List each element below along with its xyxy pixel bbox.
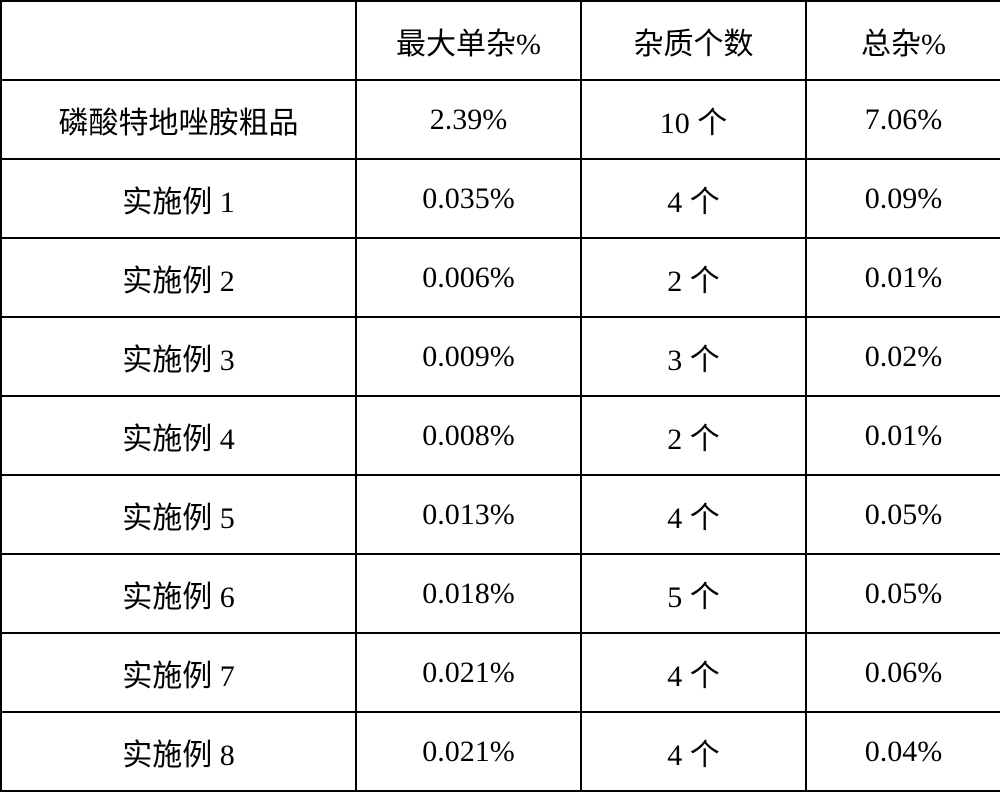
- cell-max-single: 0.013%: [356, 475, 581, 554]
- table-row: 实施例 7 0.021% 4 个 0.06%: [1, 633, 1000, 712]
- cell-impurity-count: 4 个: [581, 633, 806, 712]
- cell-total: 0.05%: [806, 475, 1000, 554]
- cell-label: 实施例 2: [1, 238, 356, 317]
- cell-label: 实施例 4: [1, 396, 356, 475]
- table-row: 实施例 2 0.006% 2 个 0.01%: [1, 238, 1000, 317]
- cell-total: 0.06%: [806, 633, 1000, 712]
- table-row: 实施例 4 0.008% 2 个 0.01%: [1, 396, 1000, 475]
- table-row: 实施例 1 0.035% 4 个 0.09%: [1, 159, 1000, 238]
- cell-label: 实施例 3: [1, 317, 356, 396]
- cell-impurity-count: 10 个: [581, 80, 806, 159]
- cell-max-single: 0.008%: [356, 396, 581, 475]
- table-row: 实施例 3 0.009% 3 个 0.02%: [1, 317, 1000, 396]
- table-container: 最大单杂% 杂质个数 总杂% 磷酸特地唑胺粗品 2.39% 10 个 7.06%…: [0, 0, 1000, 792]
- cell-impurity-count: 2 个: [581, 396, 806, 475]
- cell-impurity-count: 3 个: [581, 317, 806, 396]
- table-row: 实施例 6 0.018% 5 个 0.05%: [1, 554, 1000, 633]
- cell-total: 7.06%: [806, 80, 1000, 159]
- cell-max-single: 0.021%: [356, 633, 581, 712]
- cell-label: 实施例 7: [1, 633, 356, 712]
- cell-max-single: 0.021%: [356, 712, 581, 791]
- cell-total: 0.01%: [806, 396, 1000, 475]
- header-max-single: 最大单杂%: [356, 1, 581, 80]
- cell-label: 实施例 1: [1, 159, 356, 238]
- cell-total: 0.04%: [806, 712, 1000, 791]
- cell-label: 磷酸特地唑胺粗品: [1, 80, 356, 159]
- cell-label: 实施例 5: [1, 475, 356, 554]
- header-total: 总杂%: [806, 1, 1000, 80]
- cell-max-single: 0.006%: [356, 238, 581, 317]
- cell-max-single: 0.018%: [356, 554, 581, 633]
- cell-impurity-count: 5 个: [581, 554, 806, 633]
- cell-max-single: 0.035%: [356, 159, 581, 238]
- header-label: [1, 1, 356, 80]
- cell-max-single: 0.009%: [356, 317, 581, 396]
- cell-impurity-count: 4 个: [581, 159, 806, 238]
- cell-impurity-count: 2 个: [581, 238, 806, 317]
- cell-total: 0.02%: [806, 317, 1000, 396]
- cell-total: 0.09%: [806, 159, 1000, 238]
- cell-impurity-count: 4 个: [581, 475, 806, 554]
- cell-max-single: 2.39%: [356, 80, 581, 159]
- table-header-row: 最大单杂% 杂质个数 总杂%: [1, 1, 1000, 80]
- impurity-table: 最大单杂% 杂质个数 总杂% 磷酸特地唑胺粗品 2.39% 10 个 7.06%…: [0, 0, 1000, 792]
- header-impurity-count: 杂质个数: [581, 1, 806, 80]
- cell-label: 实施例 8: [1, 712, 356, 791]
- cell-label: 实施例 6: [1, 554, 356, 633]
- table-row: 实施例 8 0.021% 4 个 0.04%: [1, 712, 1000, 791]
- cell-total: 0.01%: [806, 238, 1000, 317]
- cell-impurity-count: 4 个: [581, 712, 806, 791]
- table-row: 实施例 5 0.013% 4 个 0.05%: [1, 475, 1000, 554]
- cell-total: 0.05%: [806, 554, 1000, 633]
- table-row: 磷酸特地唑胺粗品 2.39% 10 个 7.06%: [1, 80, 1000, 159]
